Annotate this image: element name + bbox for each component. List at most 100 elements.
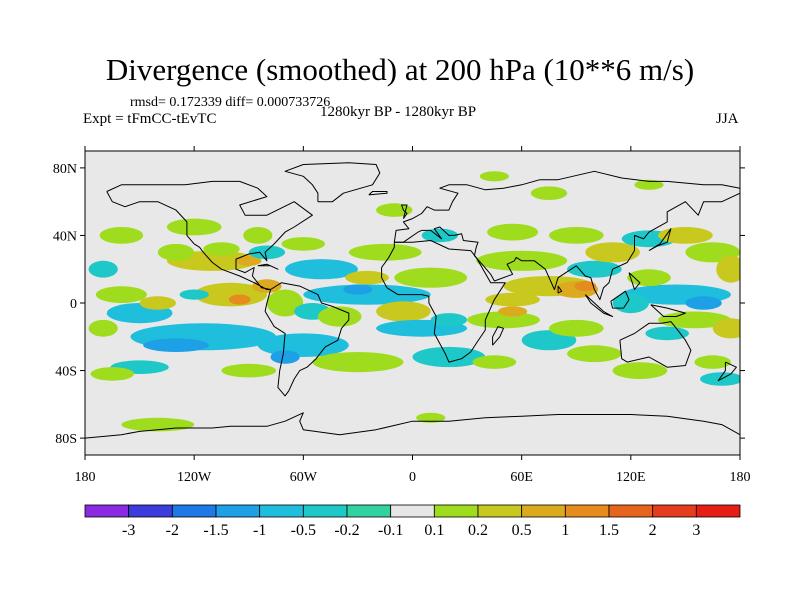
colorbar-swatch (608, 504, 654, 518)
coastline (368, 191, 388, 196)
coastline (610, 290, 630, 309)
anomaly-patch (612, 362, 668, 379)
anomaly-patch (549, 319, 604, 337)
anomaly-patch (567, 345, 622, 363)
coastline (650, 304, 686, 317)
anomaly-contours (88, 171, 740, 432)
anomaly-patch (694, 355, 731, 369)
colorbar-swatch (215, 504, 261, 518)
colorbar-label: 0.2 (468, 522, 488, 539)
coastline (85, 412, 740, 439)
anomaly-patch (243, 227, 273, 244)
lat-tick-label: 0 (70, 297, 77, 312)
colorbar-label: 1 (561, 522, 569, 539)
colorbar-label: -3 (122, 522, 135, 539)
colorbar-label: 3 (692, 522, 700, 539)
lon-tick-label: 60E (510, 470, 533, 485)
anomaly-patch (658, 311, 731, 329)
anomaly-patch (574, 281, 597, 292)
colorbar-swatch (433, 504, 479, 518)
colorbar: -3 -2 -1.5 -1 -0.5 -0.2 -0.1 0.1 0.2 0.5 1 1.5 2 3 (84, 504, 741, 539)
coastline (584, 294, 614, 317)
anomaly-patch (221, 363, 277, 378)
lon-tick-label: 120E (616, 470, 646, 485)
anomaly-patch (99, 227, 144, 244)
anomaly-patch (343, 284, 373, 295)
coastlines (85, 162, 740, 439)
stats-text: rmsd= 0.172339 diff= 0.000733726 (130, 95, 331, 110)
anomaly-patch (549, 227, 604, 244)
colorbar-swatch (259, 504, 304, 518)
lat-tick-label: 40N (53, 229, 77, 244)
colorbar-swatch (390, 504, 435, 518)
colorbar-label: 2 (649, 522, 657, 539)
anomaly-patch (430, 313, 468, 327)
anomaly-patch (530, 186, 568, 200)
colorbar-label: -1 (253, 522, 266, 539)
season-label: JJA (716, 111, 739, 127)
lon-tick-label: 0 (409, 470, 416, 485)
anomaly-patch (303, 284, 431, 305)
anomaly-patch (376, 301, 431, 322)
colorbar-label: -0.2 (334, 522, 359, 539)
anomaly-patch (376, 203, 413, 217)
lon-tick-label: 180 (730, 470, 751, 485)
colorbar-swatch (652, 504, 697, 518)
anomaly-patch (281, 237, 326, 251)
plot-title: Divergence (smoothed) at 200 hPa (10**6 … (105, 52, 695, 87)
anomaly-patch (90, 367, 135, 381)
anomaly-patch (487, 223, 539, 241)
anomaly-patch (88, 319, 118, 337)
anomaly-patch (634, 179, 664, 190)
anomaly-patch (252, 279, 282, 293)
coastline (393, 170, 740, 301)
colorbar-swatch (564, 504, 610, 518)
lat-tick-label: 40S (55, 365, 77, 380)
colorbar-label: 0.1 (424, 522, 444, 539)
anomaly-patch (157, 243, 195, 261)
anomaly-patch (412, 346, 486, 368)
anomaly-patch (203, 242, 240, 256)
experiment-label: Expt = tFmCC-tEvTC (83, 111, 217, 127)
anomaly-patch (266, 289, 304, 317)
lat-tick-label: 80N (53, 162, 77, 177)
axis-ticks: 80N 40N 0 40S 80S 180 120W 60W 0 60E 120E 180 (53, 146, 751, 485)
anomaly-patch (166, 218, 222, 236)
colorbar-label: -0.1 (378, 522, 403, 539)
anomaly-patch (179, 289, 209, 300)
anomaly-patch (567, 260, 622, 278)
coastline (648, 228, 672, 252)
anomaly-patch (248, 245, 286, 260)
anomaly-patch (95, 286, 147, 303)
anomaly-patch (716, 255, 740, 283)
colorbar-label: -0.5 (291, 522, 316, 539)
anomaly-patch (497, 306, 528, 317)
coastline (492, 326, 504, 346)
anomaly-patch (658, 227, 713, 244)
coastline (264, 282, 350, 397)
anomaly-patch (317, 306, 362, 327)
anomaly-patch (143, 338, 209, 353)
anomaly-patch (479, 171, 509, 182)
anomaly-patch (228, 294, 251, 305)
anomaly-patch (285, 259, 358, 280)
colorbar-swatch (346, 504, 392, 518)
anomaly-patch (348, 243, 422, 261)
colorbar-swatch (477, 504, 523, 518)
colorbar-label: 1.5 (599, 522, 619, 539)
period-label: 1280kyr BP - 1280kyr BP (320, 104, 477, 120)
anomaly-patch (645, 326, 689, 341)
colorbar-label: -1.5 (203, 522, 228, 539)
anomaly-patch (485, 292, 540, 307)
anomaly-patch (236, 255, 262, 266)
anomaly-patch (421, 228, 458, 243)
coastline (557, 285, 563, 294)
colorbar-swatch (84, 504, 130, 518)
coastline (257, 263, 279, 270)
colorbar-swatch (128, 504, 173, 518)
colorbar-swatch (521, 504, 566, 518)
lon-tick-label: 120W (177, 470, 212, 485)
anomaly-patch (88, 260, 118, 278)
anomaly-patch (685, 296, 722, 310)
